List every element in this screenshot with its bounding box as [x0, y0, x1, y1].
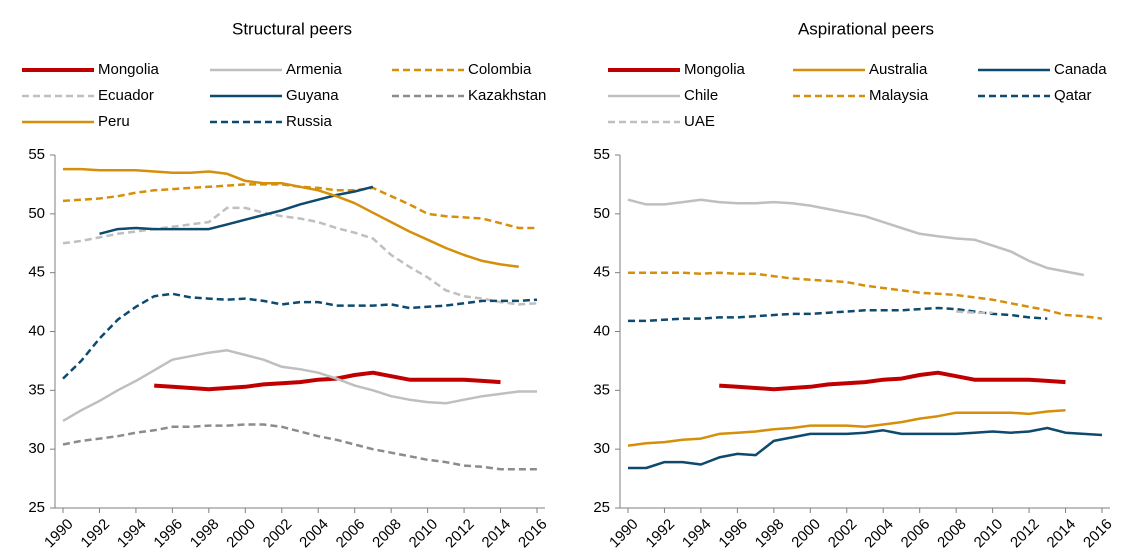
series-line — [62, 206, 538, 306]
legend-label: Russia — [286, 113, 333, 130]
x-tick-label: 2012 — [442, 516, 478, 552]
series-line — [62, 349, 537, 422]
series-line — [719, 370, 1066, 392]
legend-label: UAE — [684, 113, 715, 130]
legend-label: Kazakhstan — [468, 87, 546, 104]
x-tick-label: 1996 — [150, 516, 186, 552]
x-tick-label: 2006 — [898, 516, 934, 552]
legend-label: Australia — [869, 61, 928, 78]
y-tick-label: 25 — [593, 499, 610, 516]
legend-label: Malaysia — [869, 87, 929, 104]
legend-label: Ecuador — [98, 87, 154, 104]
legend-label: Mongolia — [684, 61, 746, 78]
y-tick-label: 40 — [28, 322, 45, 339]
x-tick-label: 1998 — [187, 516, 223, 552]
x-tick-label: 2016 — [1080, 516, 1116, 552]
x-tick-label: 2016 — [515, 516, 551, 552]
legend-label: Mongolia — [98, 61, 160, 78]
y-tick-label: 50 — [28, 205, 45, 222]
x-tick-label: 2014 — [1044, 516, 1080, 552]
x-tick-label: 1996 — [715, 516, 751, 552]
series-line — [628, 426, 1103, 470]
x-tick-label: 2006 — [333, 516, 369, 552]
series-line — [99, 185, 374, 236]
series-line — [62, 183, 537, 230]
series-line — [63, 167, 519, 269]
y-tick-label: 55 — [28, 146, 45, 163]
y-tick-label: 55 — [593, 146, 610, 163]
y-tick-label: 25 — [28, 499, 45, 516]
series-line — [154, 370, 501, 392]
y-tick-label: 45 — [593, 264, 610, 281]
x-tick-label: 1994 — [679, 516, 715, 552]
x-tick-label: 2014 — [479, 516, 515, 552]
x-tick-label: 2008 — [934, 516, 970, 552]
x-tick-label: 2010 — [971, 516, 1007, 552]
x-tick-label: 2002 — [825, 516, 861, 552]
y-tick-label: 45 — [28, 264, 45, 281]
y-tick-label: 40 — [593, 322, 610, 339]
y-tick-label: 50 — [593, 205, 610, 222]
x-tick-label: 1990 — [606, 516, 642, 552]
x-tick-label: 1990 — [41, 516, 77, 552]
x-tick-label: 2004 — [296, 516, 332, 552]
x-tick-label: 2000 — [788, 516, 824, 552]
x-tick-label: 1998 — [752, 516, 788, 552]
legend-label: Canada — [1054, 61, 1107, 78]
series-line — [628, 271, 1103, 320]
series-line — [956, 310, 993, 314]
y-tick-label: 35 — [28, 381, 45, 398]
series-line — [627, 198, 1085, 277]
x-tick-label: 2008 — [369, 516, 405, 552]
series-line — [62, 423, 537, 471]
x-tick-label: 1992 — [642, 516, 678, 552]
y-tick-label: 35 — [593, 381, 610, 398]
legend-label: Guyana — [286, 87, 339, 104]
y-tick-label: 30 — [28, 440, 45, 457]
x-tick-label: 2000 — [223, 516, 259, 552]
legend-label: Qatar — [1054, 87, 1092, 104]
x-tick-label: 2004 — [861, 516, 897, 552]
series-line — [627, 409, 1066, 447]
x-tick-label: 2002 — [260, 516, 296, 552]
x-tick-label: 1994 — [114, 516, 150, 552]
x-tick-label: 2012 — [1007, 516, 1043, 552]
series-line — [62, 292, 538, 380]
x-tick-label: 2010 — [406, 516, 442, 552]
legend-label: Peru — [98, 113, 130, 130]
y-tick-label: 30 — [593, 440, 610, 457]
x-tick-label: 1992 — [77, 516, 113, 552]
series-line — [628, 306, 1048, 323]
legend-label: Colombia — [468, 61, 532, 78]
chart-title: Structural peers — [232, 19, 352, 38]
chart-title: Aspirational peers — [798, 19, 934, 38]
legend-label: Armenia — [286, 61, 343, 78]
legend-label: Chile — [684, 87, 718, 104]
